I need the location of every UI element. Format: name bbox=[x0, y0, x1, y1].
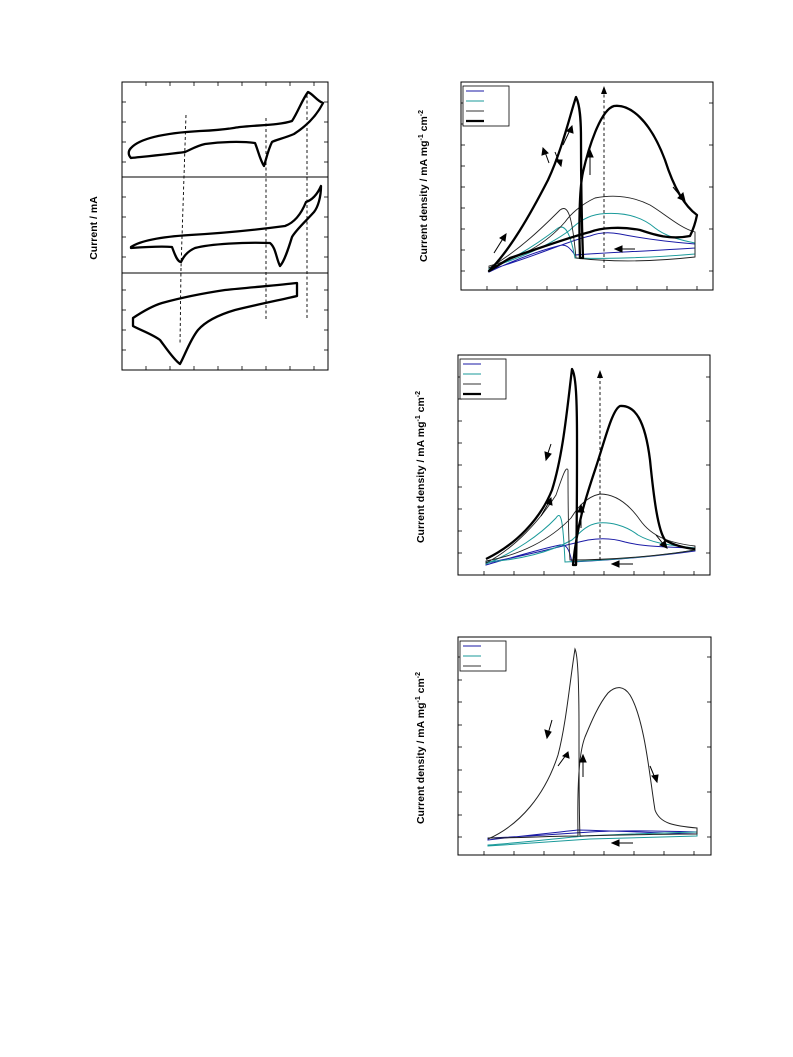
rf1-ylabel: Current density / mA mg-1 cm-2 bbox=[418, 110, 430, 262]
left-figure: Current / mA bbox=[88, 81, 329, 371]
rf2-ticks bbox=[458, 376, 710, 575]
rf3-curve-black bbox=[487, 647, 698, 840]
rf1-scan-arrows bbox=[493, 124, 686, 254]
right-figure-3: Current density / mA mg-1 cm-2 bbox=[415, 636, 712, 856]
left-guide-1b bbox=[179, 267, 182, 346]
left-ylabel: Current / mA bbox=[88, 196, 100, 260]
rf2-scan-arrows bbox=[540, 443, 668, 568]
left-guide-1 bbox=[180, 114, 187, 269]
rf1-curve-blue bbox=[488, 232, 696, 273]
rf2-dashed-arrow-head bbox=[597, 370, 603, 378]
left-panel-bottom-frame bbox=[121, 272, 329, 371]
rf1-curve-black-thin bbox=[488, 195, 696, 269]
left-panel-middle-frame bbox=[121, 176, 329, 274]
rf3-scan-arrows bbox=[544, 719, 659, 847]
rf2-curve-black-thin bbox=[485, 468, 696, 564]
rf1-legend bbox=[462, 85, 510, 127]
rf2-legend bbox=[459, 358, 507, 400]
rf2-curve-black-thick bbox=[485, 367, 696, 567]
rf3-frame bbox=[457, 636, 712, 856]
right-figure-1: Current density / mA mg-1 cm-2 bbox=[418, 81, 714, 291]
rf1-dashed-arrow-head bbox=[601, 86, 607, 94]
rf3-ylabel: Current density / mA mg-1 cm-2 bbox=[415, 672, 427, 824]
left-ticks bbox=[122, 82, 328, 370]
rf2-ylabel: Current density / mA mg-1 cm-2 bbox=[415, 391, 427, 543]
rf3-curve-teal bbox=[487, 831, 698, 847]
left-cv-middle-curve bbox=[129, 184, 323, 268]
right-figure-2: Current density / mA mg-1 cm-2 bbox=[415, 354, 711, 576]
rf1-curve-teal bbox=[488, 212, 696, 271]
rf3-ticks bbox=[458, 656, 711, 855]
rf1-curve-black-thick bbox=[487, 95, 699, 273]
rf1-frame bbox=[460, 81, 714, 291]
left-cv-top-curve bbox=[127, 90, 325, 168]
left-cv-bottom-curve bbox=[131, 281, 299, 366]
